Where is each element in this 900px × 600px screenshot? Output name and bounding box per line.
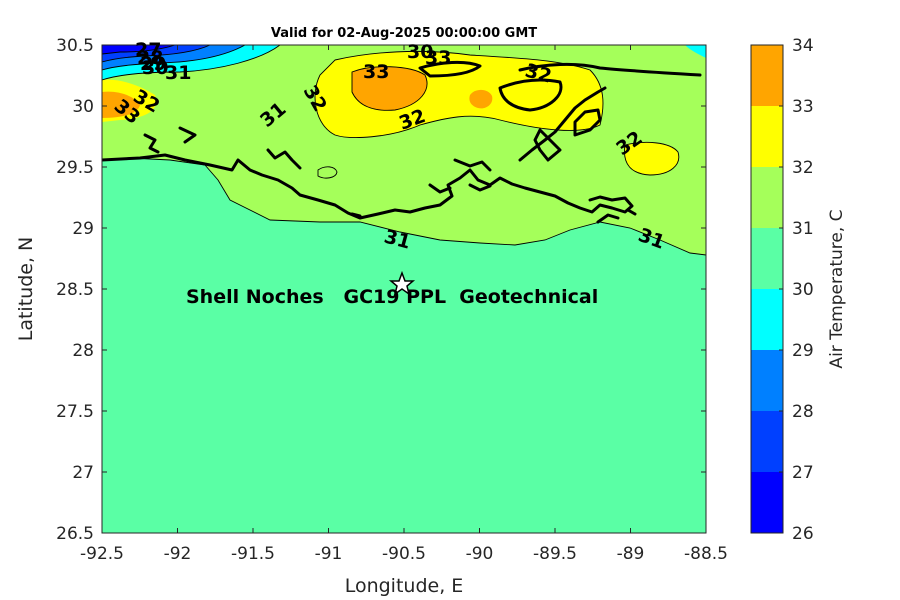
contour-28-corner [102,45,211,63]
x-tick-label: -92 [164,544,192,564]
colorbar-tick-label: 32 [792,158,814,178]
contour-label: 29 [140,53,166,75]
contour-31 [102,157,706,256]
colorbar-swatch [751,106,783,167]
contour-label: 30 [142,57,168,79]
contour-label: 31 [165,62,191,84]
x-tick-label: -90 [466,544,494,564]
x-tick-label: -91 [315,544,343,564]
band-33-34-small [469,89,493,109]
colorbar-tick-label: 27 [792,463,814,483]
contour-label: 30 [407,41,433,63]
contour-label: 27 [135,39,161,61]
chart-title: Valid for 02-Aug-2025 00:00:00 GMT [271,26,537,41]
colorbar-swatch [751,167,783,228]
y-tick-label: 26.5 [56,524,94,544]
colorbar: 34 33 32 31 30 29 28 27 26 [750,36,814,544]
y-tick-label: 29.5 [56,158,94,178]
x-axis-label: Longitude, E [345,575,464,597]
colorbar-swatch [751,289,783,350]
site-annotation: Shell Noches GC19 PPL Geotechnical [186,286,598,308]
coastline-islands [350,183,637,224]
colorbar-label: Air Temperature, C [827,209,847,368]
band-32-33-east [624,142,679,175]
contour-31-islet [317,166,338,179]
y-tick-label: 29 [72,219,94,239]
colorbar-swatch [751,228,783,289]
colorbar-swatch [751,472,783,533]
contour-27-corner [102,45,176,55]
x-tick-label: -89.5 [533,544,577,564]
y-tick-label: 27 [72,463,94,483]
contour-label: 33 [363,61,389,83]
x-axis: -92.5 -92 -91.5 -91 -90.5 -90 -89.5 -89 -88.5 [80,45,728,564]
contour-32-central [314,50,604,138]
coastline-bays [143,86,607,194]
band-29-30-ne-corner [685,45,706,58]
x-tick-label: -90.5 [382,544,426,564]
colorbar-swatch [751,45,783,106]
plot-area [102,45,706,533]
x-tick-label: -91.5 [231,544,275,564]
contour-33-central [351,66,428,111]
contour-label: 28 [137,47,163,69]
colorbar-tick-label: 29 [792,341,814,361]
band-33-34-west [102,91,140,118]
y-tick-label: 27.5 [56,402,94,422]
y-tick-label: 28 [72,341,94,361]
colorbar-tick-label: 31 [792,219,814,239]
x-tick-label: -89 [617,544,645,564]
contour-label: 33 [425,47,451,69]
colorbar-tick-label: 28 [792,402,814,422]
contour-29-corner [102,45,246,71]
site-star-icon [388,270,416,296]
band-33-34-central [352,66,427,111]
colorbar-swatch [751,350,783,411]
y-axis: 30.5 30 29.5 29 28.5 28 27.5 27 26.5 [56,36,706,544]
colorbar-tick-label: 34 [792,36,814,56]
coastline [102,153,634,220]
colorbar-swatch [751,411,783,472]
colorbar-tick-label: 30 [792,280,814,300]
y-axis-label: Latitude, N [15,237,37,342]
colorbar-tick-label: 26 [792,524,814,544]
contour-32-east [624,141,680,176]
y-tick-label: 30 [72,97,94,117]
y-tick-label: 30.5 [56,36,94,56]
coastline-lakes [418,60,702,162]
contour-30-corner [102,45,281,81]
x-tick-label: -92.5 [80,544,124,564]
y-tick-label: 28.5 [56,280,94,300]
colorbar-tick-label: 33 [792,97,814,117]
x-tick-label: -88.5 [684,544,728,564]
